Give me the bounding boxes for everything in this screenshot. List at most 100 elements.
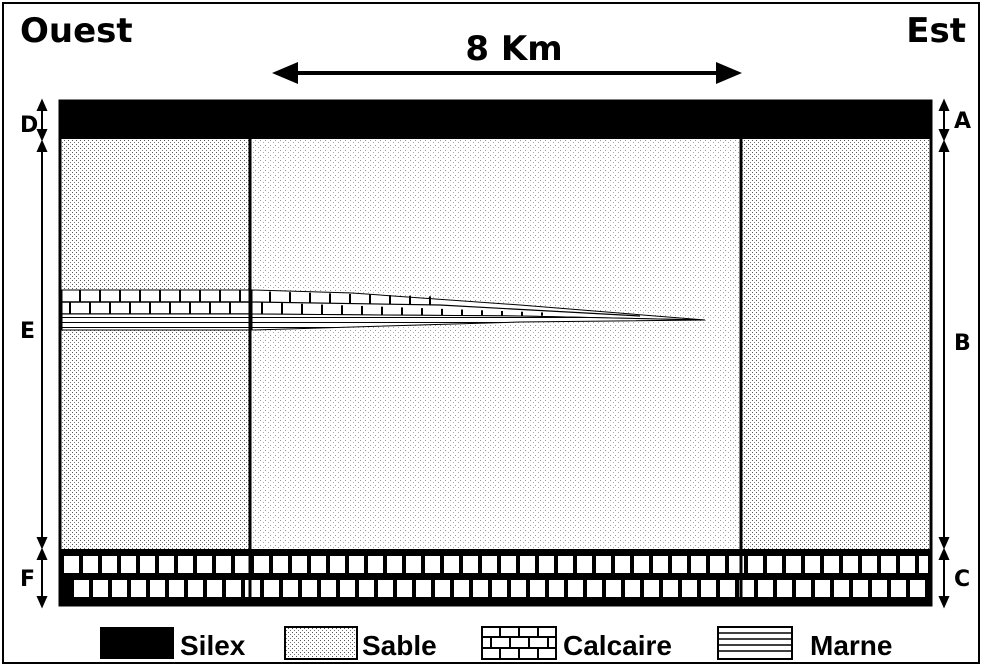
limestone-brick: [416, 580, 431, 597]
legend-swatch-sable: [284, 626, 358, 660]
limestone-brick: [853, 580, 868, 597]
thickness-arrows-left: [36, 98, 48, 609]
legend-label-calcaire: Calcaire: [563, 630, 672, 661]
limestone-brick: [653, 556, 668, 573]
limestone-brick: [311, 556, 326, 573]
label-b: B: [954, 331, 971, 356]
limestone-brick: [216, 556, 231, 573]
limestone-brick: [188, 580, 203, 597]
limestone-brick: [463, 556, 478, 573]
limestone-brick: [891, 580, 906, 597]
legend-label-sable: Sable: [362, 630, 437, 661]
limestone-brick: [758, 580, 773, 597]
limestone-brick: [900, 556, 915, 573]
limestone-brick: [568, 580, 583, 597]
limestone-brick: [131, 580, 146, 597]
limestone-brick: [834, 580, 849, 597]
limestone-brick: [682, 580, 697, 597]
limestone-brick: [169, 580, 184, 597]
limestone-brick: [197, 556, 212, 573]
limestone-brick: [786, 556, 801, 573]
label-c: C: [954, 567, 970, 592]
limestone-brick: [881, 556, 896, 573]
label-e: E: [20, 319, 35, 344]
limestone-brick: [862, 556, 877, 573]
limestone-brick: [292, 556, 307, 573]
limestone-brick: [264, 580, 279, 597]
limestone-brick: [254, 556, 269, 573]
sand-block-west: [62, 140, 250, 550]
limestone-brick: [530, 580, 545, 597]
limestone-lens-west: [61, 289, 251, 315]
limestone-brick: [83, 556, 98, 573]
limestone-brick: [330, 556, 345, 573]
limestone-brick: [805, 556, 820, 573]
limestone-brick: [739, 580, 754, 597]
limestone-brick: [701, 580, 716, 597]
legend-swatch-calcaire: [481, 626, 557, 660]
distance-label: 8 Km: [465, 29, 562, 69]
legend-label-silex: Silex: [180, 630, 246, 661]
limestone-brick: [558, 556, 573, 573]
thickness-arrows-right: [938, 98, 950, 609]
label-d: D: [20, 113, 38, 138]
limestone-brick: [454, 580, 469, 597]
west-label: Ouest: [20, 11, 133, 51]
limestone-brick: [140, 556, 155, 573]
limestone-brick: [435, 580, 450, 597]
limestone-brick: [777, 580, 792, 597]
limestone-brick: [273, 556, 288, 573]
limestone-brick: [625, 580, 640, 597]
limestone-brick: [359, 580, 374, 597]
limestone-brick: [910, 580, 925, 597]
limestone-brick: [283, 580, 298, 597]
limestone-brick: [207, 580, 222, 597]
limestone-brick: [378, 580, 393, 597]
legend-swatch-silex: [100, 627, 174, 659]
limestone-brick: [634, 556, 649, 573]
label-a: A: [954, 109, 971, 134]
sand-block-east: [742, 140, 931, 550]
limestone-brick: [425, 556, 440, 573]
limestone-brick: [720, 580, 735, 597]
limestone-brick: [511, 580, 526, 597]
limestone-brick: [178, 556, 193, 573]
limestone-brick: [321, 580, 336, 597]
limestone-brick: [796, 580, 811, 597]
limestone-brick: [482, 556, 497, 573]
distance-arrow: [272, 62, 742, 84]
silex-layer: [60, 101, 931, 139]
limestone-brick: [872, 580, 887, 597]
limestone-brick: [235, 556, 250, 573]
limestone-brick: [368, 556, 383, 573]
limestone-brick: [672, 556, 687, 573]
limestone-brick: [843, 556, 858, 573]
limestone-brick: [644, 580, 659, 597]
limestone-brick: [824, 556, 839, 573]
limestone-brick: [615, 556, 630, 573]
limestone-brick: [577, 556, 592, 573]
limestone-brick: [520, 556, 535, 573]
limestone-brick: [226, 580, 241, 597]
limestone-brick: [150, 580, 165, 597]
limestone-brick: [121, 556, 136, 573]
limestone-brick: [596, 556, 611, 573]
limestone-brick: [767, 556, 782, 573]
limestone-brick: [349, 556, 364, 573]
limestone-brick: [919, 556, 928, 573]
limestone-brick: [815, 580, 830, 597]
limestone-brick: [549, 580, 564, 597]
limestone-brick: [492, 580, 507, 597]
limestone-brick: [710, 556, 725, 573]
limestone-brick: [748, 556, 763, 573]
limestone-brick: [691, 556, 706, 573]
limestone-brick: [245, 580, 260, 597]
limestone-brick: [64, 556, 79, 573]
limestone-brick: [606, 580, 621, 597]
limestone-brick: [302, 580, 317, 597]
legend: Silex Sable Calcaire Marne: [100, 626, 892, 661]
limestone-brick: [74, 580, 89, 597]
marl-lens-west: [61, 313, 251, 331]
